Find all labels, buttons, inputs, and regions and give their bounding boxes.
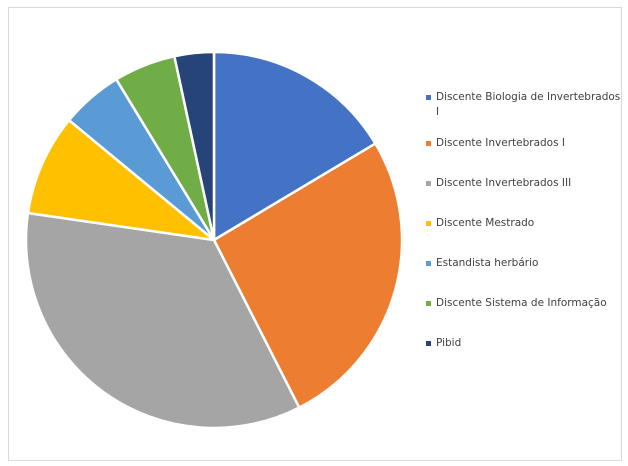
legend-swatch — [426, 141, 431, 146]
legend-label: Pibid — [436, 337, 462, 349]
legend-swatch — [426, 341, 431, 346]
pie-slice-4 — [26, 119, 216, 242]
legend-item-invertebrados-iii: Discente Invertebrados III — [426, 176, 626, 191]
legend-item-sistema-informacao: Discente Sistema de Informação — [426, 296, 626, 311]
legend-item-pibid: Pibid — [426, 336, 626, 351]
legend-item-mestrado: Discente Mestrado — [426, 216, 626, 231]
legend-label: Discente Invertebrados III — [436, 177, 572, 189]
pie-slice-2 — [212, 142, 404, 409]
legend-label: Discente Biologia de Invertebrados I — [436, 91, 621, 118]
legend-label: Discente Sistema de Informação — [436, 297, 607, 309]
legend-swatch — [426, 301, 431, 306]
legend-label: Discente Invertebrados I — [436, 137, 566, 149]
legend-item-biologia-invertebrados-i: Discente Biologia de Invertebrados I — [426, 90, 626, 120]
legend-item-invertebrados-i: Discente Invertebrados I — [426, 136, 626, 151]
legend-swatch — [426, 221, 431, 226]
legend-swatch — [426, 181, 431, 186]
legend-item-estandista-herbario: Estandista herbário — [426, 256, 626, 271]
legend-label: Estandista herbário — [436, 257, 539, 269]
pie-slice-3 — [24, 211, 301, 430]
chart-legend: Discente Biologia de Invertebrados I Dis… — [426, 90, 626, 376]
legend-swatch — [426, 261, 431, 266]
legend-label: Discente Mestrado — [436, 217, 535, 229]
legend-swatch — [426, 95, 431, 100]
pie-slice-1 — [212, 50, 377, 242]
pie-slice-7 — [173, 50, 216, 242]
